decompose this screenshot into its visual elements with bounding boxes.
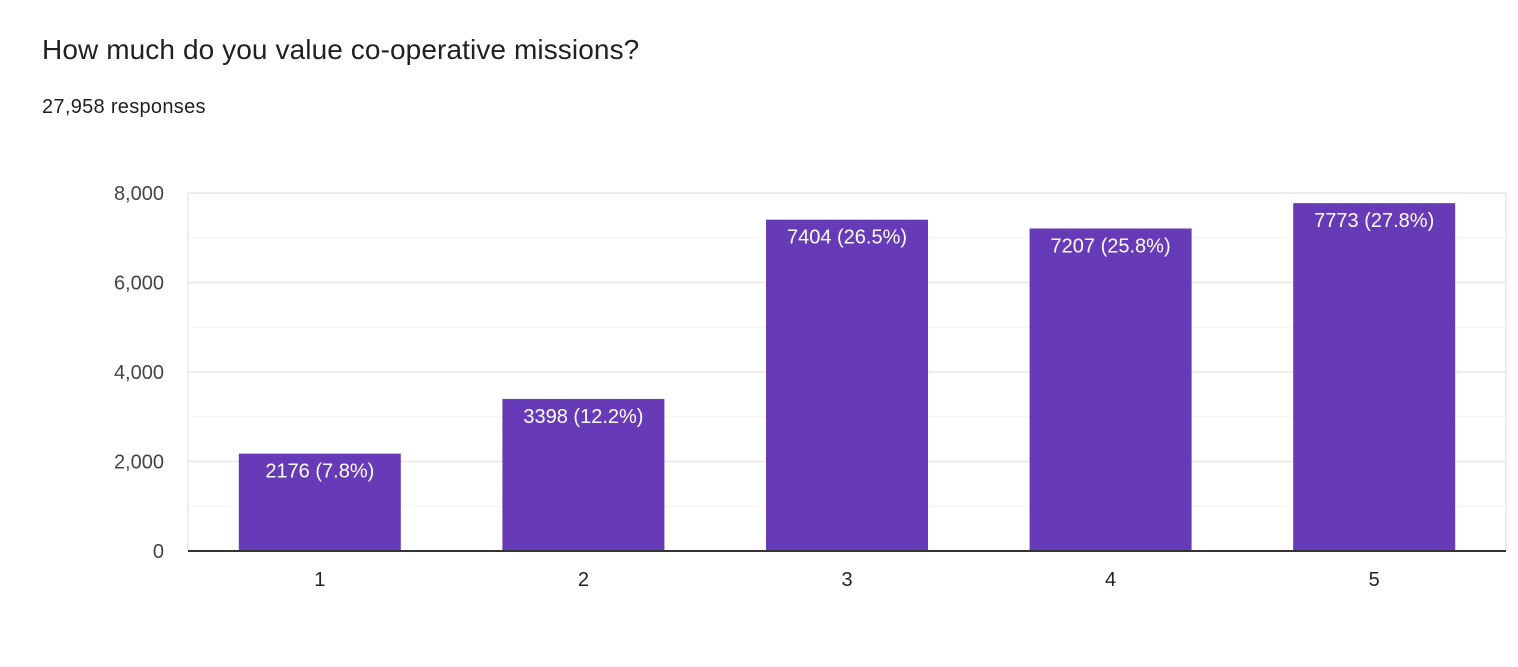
bar-4 (1029, 228, 1192, 551)
response-count: 27,958 responses (42, 96, 206, 118)
y-tick-label: 0 (153, 541, 164, 563)
x-tick-label: 4 (1105, 569, 1116, 591)
bar-data-label: 7404 (26.5%) (787, 227, 907, 249)
x-tick-label: 1 (314, 569, 325, 591)
x-tick-label: 3 (841, 569, 852, 591)
y-tick-label: 2,000 (114, 452, 164, 474)
bar-data-label: 7773 (27.8%) (1314, 210, 1434, 232)
y-tick-label: 4,000 (114, 362, 164, 384)
x-tick-label: 2 (578, 569, 589, 591)
x-tick-label: 5 (1369, 569, 1380, 591)
y-tick-label: 6,000 (114, 273, 164, 295)
bars (238, 203, 1456, 551)
bar-3 (766, 219, 928, 551)
y-axis-tick-labels: 0 2,000 4,000 6,000 8,000 (114, 183, 164, 563)
bar-2 (502, 398, 665, 551)
bar-data-label: 7207 (25.8%) (1051, 235, 1171, 257)
bar-1 (238, 453, 401, 551)
question-title: How much do you value co-operative missi… (42, 34, 640, 65)
bar-data-label: 2176 (7.8%) (265, 461, 374, 483)
y-tick-label: 8,000 (114, 183, 164, 205)
bar-data-label: 3398 (12.2%) (523, 406, 643, 428)
x-axis-tick-labels: 1 2 3 4 5 (314, 569, 1380, 591)
bar-5 (1293, 203, 1456, 551)
bar-data-labels: 2176 (7.8%) 3398 (12.2%) 7404 (26.5%) 7207 … (265, 210, 1434, 482)
